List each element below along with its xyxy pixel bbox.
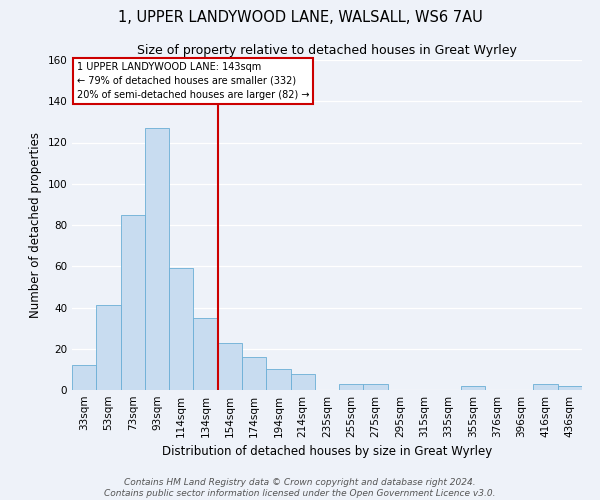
Text: 1 UPPER LANDYWOOD LANE: 143sqm
← 79% of detached houses are smaller (332)
20% of: 1 UPPER LANDYWOOD LANE: 143sqm ← 79% of … [77, 62, 310, 100]
Bar [290, 374, 315, 390]
Bar [558, 386, 582, 390]
Bar [461, 386, 485, 390]
Bar [364, 384, 388, 390]
Bar [242, 357, 266, 390]
Bar [169, 268, 193, 390]
Bar [96, 306, 121, 390]
Text: 1, UPPER LANDYWOOD LANE, WALSALL, WS6 7AU: 1, UPPER LANDYWOOD LANE, WALSALL, WS6 7A… [118, 10, 482, 25]
Bar [266, 370, 290, 390]
Bar [72, 365, 96, 390]
Bar [145, 128, 169, 390]
Bar [339, 384, 364, 390]
Y-axis label: Number of detached properties: Number of detached properties [29, 132, 42, 318]
X-axis label: Distribution of detached houses by size in Great Wyrley: Distribution of detached houses by size … [162, 446, 492, 458]
Title: Size of property relative to detached houses in Great Wyrley: Size of property relative to detached ho… [137, 44, 517, 58]
Bar [193, 318, 218, 390]
Bar [218, 342, 242, 390]
Bar [121, 214, 145, 390]
Bar [533, 384, 558, 390]
Text: Contains HM Land Registry data © Crown copyright and database right 2024.
Contai: Contains HM Land Registry data © Crown c… [104, 478, 496, 498]
